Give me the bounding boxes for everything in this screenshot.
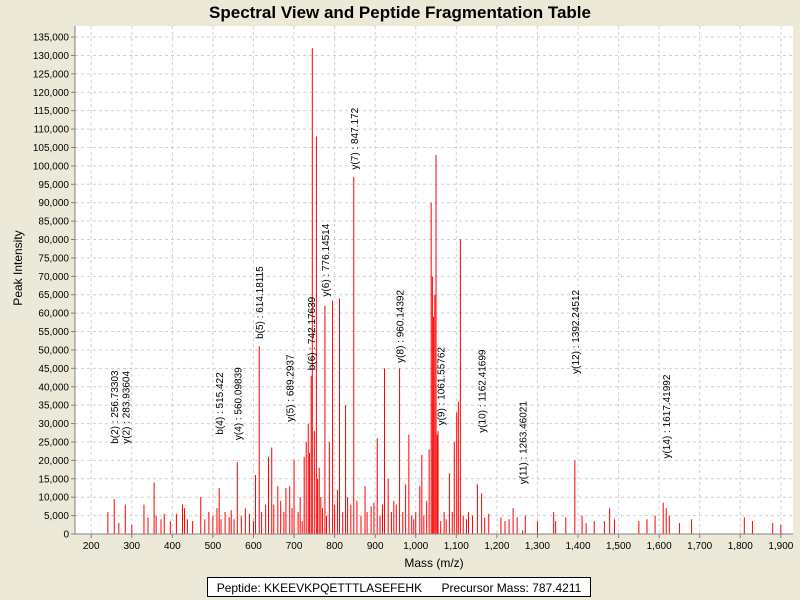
x-axis-label: Mass (m/z): [404, 556, 463, 570]
y-tick-label: 120,000: [33, 88, 70, 99]
y-tick-label: 65,000: [38, 290, 69, 301]
y-tick-label: 50,000: [38, 345, 69, 356]
fragment-annotation: b(2) : 256.73303: [110, 370, 121, 444]
y-tick-label: 25,000: [38, 437, 69, 448]
y-tick-label: 35,000: [38, 401, 69, 412]
x-tick-label: 500: [205, 541, 222, 552]
x-tick-label: 600: [245, 541, 262, 552]
fragment-annotation: y(6) : 776.14514: [321, 223, 332, 296]
y-tick-label: 125,000: [33, 69, 70, 80]
y-tick-label: 100,000: [33, 161, 70, 172]
y-tick-label: 10,000: [38, 493, 69, 504]
x-tick-label: 200: [83, 541, 100, 552]
x-tick-label: 1,300: [525, 541, 550, 552]
x-tick-label: 1,200: [484, 541, 509, 552]
axes: 0 5,000 10,000 15,000 20,000 25,000 30,000 35,0…: [33, 26, 794, 552]
peak-bars: [107, 48, 782, 534]
y-tick-label: 60,000: [38, 309, 69, 320]
fragment-annotation: y(12) : 1392.24512: [571, 289, 582, 373]
fragment-annotation: y(2) : 283.93604: [121, 371, 132, 444]
y-tick-label: 75,000: [38, 253, 69, 264]
fragment-annotation: y(14) : 1617.41992: [662, 374, 673, 458]
y-tick-label: 80,000: [38, 235, 69, 246]
fragment-annotations: b(2) : 256.73303 y(2) : 283.93604 b(4) : 5…: [110, 107, 673, 484]
y-tick-label: 90,000: [38, 198, 69, 209]
peptide-info-box: Peptide: KKEEVKPQETTTLASEFEHK Precursor …: [207, 577, 591, 597]
peptide-label: Peptide: KKEEVKPQETTTLASEFEHK: [216, 581, 423, 595]
y-tick-label: 30,000: [38, 419, 69, 430]
y-tick-label: 135,000: [33, 33, 70, 44]
precursor-mass-label: Precursor Mass: 787.4211: [441, 581, 582, 595]
y-tick-label: 110,000: [34, 125, 70, 136]
fragment-annotation: y(5) : 689.2937: [286, 354, 297, 422]
x-tick-label: 1,700: [687, 541, 712, 552]
fragment-annotation: y(9) : 1061.55762: [437, 347, 448, 426]
y-tick-label: 105,000: [33, 143, 70, 154]
fragment-annotation: y(7) : 847.172: [350, 107, 361, 169]
y-tick-label: 45,000: [38, 364, 69, 375]
x-tick-label: 800: [326, 541, 343, 552]
fragment-annotation: b(5) : 614.18115: [255, 266, 266, 339]
x-tick-label: 400: [164, 541, 181, 552]
x-tick-label: 300: [123, 541, 140, 552]
y-tick-label: 20,000: [38, 456, 69, 467]
y-tick-label: 115,000: [34, 106, 70, 117]
y-tick-label: 40,000: [38, 382, 69, 393]
y-tick-label: 95,000: [38, 180, 69, 191]
y-tick-label: 0: [63, 530, 69, 541]
x-tick-label: 1,900: [768, 541, 793, 552]
fragment-annotation: y(10) : 1162.41699: [478, 349, 489, 433]
fragment-annotation: y(4) : 560.09839: [233, 367, 244, 440]
y-tick-label: 55,000: [38, 327, 69, 338]
fragment-annotation: b(4) : 515.422: [215, 372, 226, 435]
x-tick-label: 700: [286, 541, 303, 552]
fragment-annotation: b(6) : 742.17639: [307, 296, 318, 370]
y-tick-label: 5,000: [44, 511, 69, 522]
x-tick-label: 1,600: [647, 541, 672, 552]
x-tick-label: 1,400: [565, 541, 590, 552]
x-tick-label: 900: [367, 541, 384, 552]
chart-title: Spectral View and Peptide Fragmentation …: [209, 3, 591, 22]
x-tick-label: 1,800: [728, 541, 753, 552]
y-axis-label: Peak Intensity: [11, 230, 25, 305]
x-tick-label: 1,000: [403, 541, 428, 552]
fragment-annotation: y(8) : 960.14392: [396, 290, 407, 363]
y-tick-label: 130,000: [33, 51, 70, 62]
x-tick-label: 1,500: [606, 541, 631, 552]
gridlines: [75, 26, 793, 535]
y-tick-label: 15,000: [38, 474, 69, 485]
y-tick-label: 70,000: [38, 272, 69, 283]
fragment-annotation: y(11) : 1263.46021: [519, 401, 530, 485]
y-tick-label: 85,000: [38, 217, 69, 228]
x-tick-label: 1,100: [444, 541, 469, 552]
